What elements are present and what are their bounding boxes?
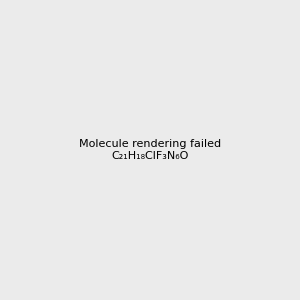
Text: Molecule rendering failed
C₂₁H₁₈ClF₃N₆O: Molecule rendering failed C₂₁H₁₈ClF₃N₆O: [79, 139, 221, 161]
